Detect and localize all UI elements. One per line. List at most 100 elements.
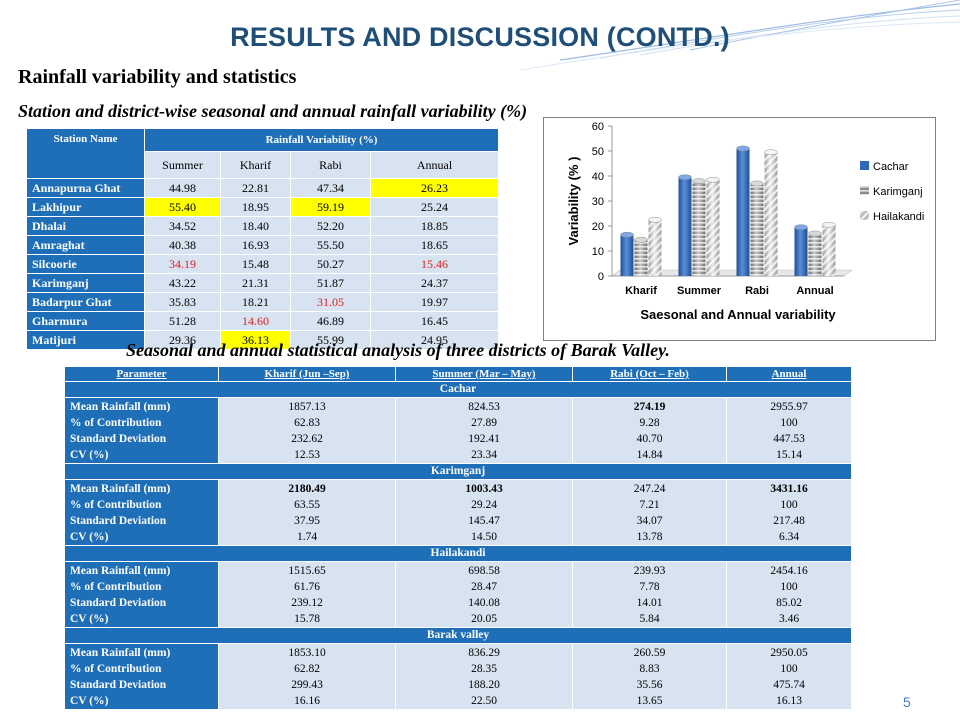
- stats-value: 20.05: [471, 613, 497, 625]
- stats-values-cell: 274.19 9.28 40.70 14.84: [572, 397, 727, 464]
- chart-bar-cap: [692, 178, 706, 184]
- stats-value: 1515.65: [288, 565, 326, 577]
- stats-values-cell: 260.59 8.83 35.56 13.65: [572, 643, 727, 710]
- variability-value: 59.19: [290, 197, 371, 217]
- stats-value: 6.34: [778, 531, 800, 543]
- table-row: Amraghat 40.38 16.93 55.50 18.65: [26, 235, 510, 255]
- station-name: Lakhipur: [26, 197, 145, 217]
- header-blank: [498, 151, 511, 179]
- stats-value: 2180.49: [288, 483, 326, 495]
- stats-value: 63.55: [294, 499, 320, 511]
- stats-value: 2454.16: [770, 565, 808, 577]
- station-name-header: Station Name: [26, 128, 145, 179]
- variability-value: 18.95: [220, 197, 291, 217]
- chart-bar-cap: [794, 224, 808, 231]
- stats-value: 7.21: [639, 499, 660, 511]
- stats-value: 836.29: [468, 647, 500, 659]
- table-row: Lakhipur 55.40 18.95 59.19 25.24: [26, 197, 510, 217]
- stats-value: 192.41: [468, 433, 500, 445]
- stats-value: 35.56: [636, 679, 663, 691]
- stats-value: 140.08: [468, 597, 500, 609]
- stats-value: 85.02: [776, 597, 802, 609]
- stats-value: 37.95: [294, 515, 320, 527]
- chart-bar-cachar: [794, 227, 808, 276]
- stats-values-cell: 3431.16 100 217.48 6.34: [726, 479, 852, 546]
- chart-bar-pattern: [822, 224, 836, 276]
- chart-bar-pattern: [692, 181, 706, 276]
- variability-value: 18.40: [220, 216, 291, 236]
- table-row: Dhalai 34.52 18.40 52.20 18.85: [26, 216, 510, 236]
- table-row: Mean Rainfall (mm) % of Contribution Stand…: [64, 561, 852, 628]
- station-name: Amraghat: [26, 235, 145, 255]
- stats-value: 447.53: [773, 433, 805, 445]
- stats-value: 22.50: [471, 695, 497, 707]
- chart-bar-cap: [648, 216, 662, 223]
- y-tick-label: 20: [592, 221, 604, 233]
- stats-value: 188.20: [468, 679, 500, 691]
- stats-value: 13.65: [636, 695, 663, 707]
- stats-value: 13.78: [636, 531, 663, 543]
- stats-values-cell: 1853.10 62.82 299.43 16.16: [218, 643, 396, 710]
- chart-bar-cachar: [678, 177, 692, 276]
- variability-value: 16.45: [369, 311, 500, 331]
- y-tick-label: 0: [598, 271, 604, 283]
- stats-value: 15.14: [776, 449, 802, 461]
- stats-value: 299.43: [291, 679, 323, 691]
- y-axis-label: Variability (% ): [566, 157, 581, 246]
- variability-chart: 0 10 20 30 40 50 60 Variability (% ) Kharif Summe…: [543, 117, 936, 341]
- parameter-label: Standard Deviation: [70, 597, 167, 609]
- stats-column-header: Annual: [726, 366, 852, 382]
- variability-value: 24.95: [369, 330, 500, 350]
- variability-value: 51.28: [144, 311, 221, 331]
- stats-value: 14.84: [636, 449, 663, 461]
- chart-svg: 0 10 20 30 40 50 60 Variability (% ) Kharif Summe…: [566, 121, 924, 322]
- stats-value: 2950.05: [770, 647, 808, 659]
- table-row: Mean Rainfall (mm) % of Contribution Stand…: [64, 397, 852, 464]
- stats-value: 698.58: [468, 565, 500, 577]
- chart-bar-cachar: [620, 234, 634, 276]
- stats-value: 62.83: [294, 417, 320, 429]
- y-tick-label: 40: [592, 171, 604, 183]
- y-tick-label: 50: [592, 146, 604, 158]
- stats-value: 12.53: [294, 449, 320, 461]
- stats-table: Parameter Kharif (Jun –Sep) Summer (Mar – …: [64, 366, 852, 710]
- stats-value: 61.76: [294, 581, 320, 593]
- stats-values-cell: 824.53 27.89 192.41 23.34: [395, 397, 573, 464]
- chart-bar-cap: [736, 145, 750, 152]
- district-group-header: Karimganj: [64, 463, 852, 480]
- column-header-annual: Annual: [369, 151, 500, 179]
- column-header-summer: Summer: [144, 151, 221, 179]
- chart-bar-pattern: [706, 179, 720, 276]
- stats-column-header: Parameter: [64, 366, 219, 382]
- station-name: Annapurna Ghat: [26, 178, 145, 198]
- stats-values-cell: 2955.97 100 447.53 15.14: [726, 397, 852, 464]
- variability-value: 51.87: [290, 273, 371, 293]
- table-row: Annapurna Ghat 44.98 22.81 47.34 26.23: [26, 178, 510, 198]
- stats-value: 15.78: [294, 613, 320, 625]
- variability-caption: Station and district-wise seasonal and a…: [18, 101, 528, 121]
- y-tick-label: 30: [592, 196, 604, 208]
- parameter-label: CV (%): [70, 531, 109, 543]
- variability-value: 34.52: [144, 216, 221, 236]
- stats-value: 14.01: [636, 597, 663, 609]
- table-row: Matijuri 29.36 36.13 55.99 24.95: [26, 330, 510, 350]
- x-tick-label: Summer: [677, 285, 722, 297]
- legend-label: Karimganj: [873, 186, 923, 198]
- section-subtitle: Rainfall variability and statistics: [18, 66, 297, 88]
- header-blank: [498, 128, 511, 152]
- variability-value: 55.40: [144, 197, 221, 217]
- parameter-label: Mean Rainfall (mm): [70, 401, 171, 413]
- stats-value: 3.46: [778, 613, 800, 625]
- stats-value: 1857.13: [288, 401, 326, 413]
- parameter-label: CV (%): [70, 449, 109, 461]
- stats-value: 7.78: [639, 581, 660, 593]
- stats-column-header: Rabi (Oct – Feb): [572, 366, 727, 382]
- station-name: Silcoorie: [26, 254, 145, 274]
- x-tick-label: Kharif: [625, 285, 657, 297]
- stats-value: 27.89: [471, 417, 497, 429]
- stats-value: 232.62: [291, 433, 323, 445]
- stats-value: 100: [780, 581, 798, 593]
- stats-value: 9.28: [639, 417, 660, 429]
- variability-value: 22.81: [220, 178, 291, 198]
- stats-values-cell: 2454.16 100 85.02 3.46: [726, 561, 852, 628]
